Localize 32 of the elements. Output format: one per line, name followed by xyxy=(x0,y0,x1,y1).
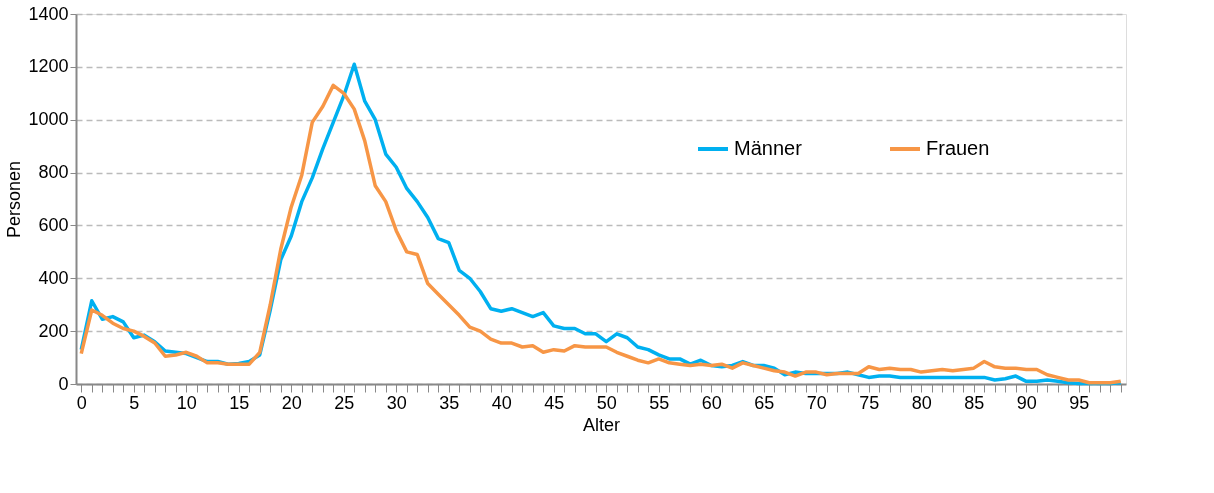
y-tick-label: 200 xyxy=(38,320,69,341)
x-tick-label: 35 xyxy=(439,392,460,413)
x-tick-label: 0 xyxy=(76,392,87,413)
x-tick-label: 90 xyxy=(1016,392,1037,413)
y-axis-title: Personen xyxy=(4,160,25,239)
x-tick-label: 25 xyxy=(334,392,355,413)
y-tick-label: 0 xyxy=(58,373,69,394)
x-tick-label: 95 xyxy=(1069,392,1090,413)
y-tick-label: 1200 xyxy=(28,56,69,77)
x-tick-label: 65 xyxy=(754,392,775,413)
x-tick-label: 55 xyxy=(649,392,670,413)
x-axis-title: Alter xyxy=(582,414,621,435)
x-tick-label: 30 xyxy=(386,392,407,413)
y-tick-label: 1000 xyxy=(28,109,69,130)
x-tick-label: 50 xyxy=(596,392,617,413)
x-tick-label: 20 xyxy=(281,392,302,413)
x-tick-label: 10 xyxy=(176,392,197,413)
y-tick-label: 400 xyxy=(38,267,69,288)
x-tick-label: 5 xyxy=(129,392,140,413)
x-tick-label: 85 xyxy=(964,392,985,413)
x-tick-label: 75 xyxy=(859,392,880,413)
x-tick-label: 70 xyxy=(806,392,827,413)
legend-label: Frauen xyxy=(926,137,990,159)
x-tick-label: 80 xyxy=(911,392,932,413)
legend-label: Männer xyxy=(734,137,803,159)
x-tick-label: 15 xyxy=(229,392,250,413)
y-tick-label: 600 xyxy=(38,214,69,235)
x-tick-label: 40 xyxy=(491,392,512,413)
x-tick-label: 60 xyxy=(701,392,722,413)
x-tick-label: 45 xyxy=(544,392,565,413)
y-tick-label: 800 xyxy=(38,162,69,183)
y-tick-label: 1400 xyxy=(28,3,69,24)
